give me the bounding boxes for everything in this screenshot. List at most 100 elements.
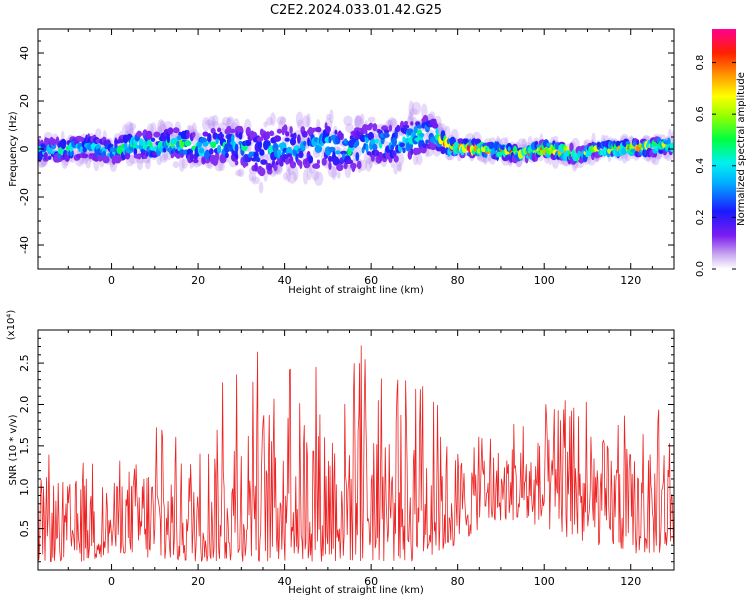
spectrogram-cell (284, 137, 290, 142)
spectrogram-halo-blob (265, 116, 274, 126)
spectrogram-halo-blob (263, 121, 268, 128)
spectrogram-cell (153, 131, 161, 138)
spectrogram-halo-blob (521, 138, 528, 150)
spectrogram-cell (396, 124, 401, 133)
spectrogram-cell (283, 124, 288, 133)
spectrogram-cell (301, 130, 308, 138)
colorbar-tick-label: 0.8 (695, 55, 706, 71)
snr-frame (37, 329, 675, 571)
spectrogram-cell (284, 158, 290, 165)
spectrogram-cell (334, 129, 338, 135)
spectrogram-panel: 0 20 40 60 80 100 120 -40 -20 0 20 40 Height of st… (8, 28, 675, 296)
spectrogram-halo-blob (204, 119, 215, 126)
spectrogram-cell (399, 142, 405, 148)
spectrogram-cell (186, 129, 190, 139)
spectrogram-halo-blob (416, 153, 423, 166)
spectrogram-halo-blob (181, 158, 188, 169)
spectrogram-cell (145, 130, 153, 140)
spectrogram-cell (669, 142, 674, 153)
spectrogram-cell (343, 138, 348, 144)
spectrogram-cell (259, 149, 265, 156)
spectrogram-halo-blob (211, 114, 219, 126)
spectrogram-cell (355, 152, 360, 162)
spectrogram-halo-blob (237, 168, 245, 177)
snr-x-tick-label: 80 (451, 575, 465, 588)
spectrogram-halo-blob (218, 161, 225, 172)
spectrogram-cell (636, 139, 640, 146)
colorbar-tick-label: 0.6 (695, 106, 706, 122)
spectrogram-halo-blob (413, 154, 418, 166)
colorbar: 0.0 0.2 0.4 0.6 0.8 Normalized spectral ampl… (695, 29, 747, 277)
spectrogram-cell (50, 138, 57, 146)
spectrogram-cell (138, 138, 144, 146)
spectrogram-cell (234, 160, 239, 166)
spectrogram-cell (255, 157, 261, 163)
spectrogram-cell (210, 141, 217, 149)
spectrogram-cell (370, 138, 376, 145)
snr-x-label: Height of straight line (km) (288, 585, 424, 596)
spectrogram-y-tick-label: 20 (18, 94, 31, 108)
spectrogram-halo-blob (258, 181, 264, 194)
spectrogram-cell (244, 161, 249, 167)
snr-y-tick-label: 2.5 (18, 354, 31, 372)
spectrogram-halo-blob (354, 116, 361, 127)
spectrogram-cell (229, 128, 236, 134)
spectrogram-cell (180, 153, 184, 158)
spectrogram-halo-blob (411, 101, 422, 116)
spectrogram-cell (217, 127, 222, 133)
spectrogram-cell (435, 134, 440, 141)
spectrogram-cell (577, 150, 581, 158)
spectrogram-halo-blob (172, 161, 180, 169)
snr-x-tick-label: 60 (364, 575, 378, 588)
snr-y-ticks: 0.5 1.0 1.5 2.0 2.5 (18, 337, 674, 563)
spectrogram-cell (394, 130, 398, 139)
spectrogram-cell (81, 153, 89, 159)
spectrogram-x-tick-label: 20 (191, 274, 205, 287)
spectrogram-cell (334, 150, 341, 155)
spectrogram-cell (215, 151, 220, 162)
spectrogram-cell (348, 146, 355, 152)
spectrogram-halo-blob (207, 116, 216, 130)
spectrogram-halo-blob (367, 116, 376, 123)
spectrogram-cell (289, 137, 297, 146)
spectrogram-halo-blob (226, 116, 235, 128)
spectrogram-halo-blob (293, 166, 299, 181)
spectrogram-halo-blob (235, 169, 243, 177)
spectrogram-halo-blob (128, 122, 137, 131)
spectrogram-cell (135, 144, 140, 149)
spectrogram-cell (365, 143, 369, 153)
spectrogram-halo-blob (393, 163, 399, 175)
spectrogram-cell (273, 135, 282, 142)
spectrogram-cell (468, 138, 472, 147)
spectrogram-cell (69, 150, 73, 157)
spectrogram-halo-blob (136, 155, 144, 171)
snr-x-tick-label: 120 (620, 575, 641, 588)
spectrogram-cell (235, 153, 239, 159)
spectrogram-cell (454, 141, 460, 147)
spectrogram-y-ticks: -40 -20 0 20 40 (18, 40, 674, 258)
spectrogram-halo-blob (157, 119, 165, 133)
spectrogram-halo-blob (336, 171, 341, 179)
spectrogram-cell (192, 131, 196, 138)
spectrogram-halo-blob (365, 158, 372, 172)
snr-x-tick-label: 0 (108, 575, 115, 588)
spectrogram-halo-blob (408, 113, 415, 122)
spectrogram-cell (372, 123, 378, 132)
spectrogram-cell (43, 152, 48, 160)
spectrogram-cell (399, 120, 405, 130)
spectrogram-cell (303, 140, 307, 147)
snr-y-tick-label: 1.0 (18, 478, 31, 496)
spectrogram-cell (125, 151, 131, 160)
spectrogram-halo-blob (248, 172, 254, 182)
spectrogram-cell (372, 143, 378, 152)
snr-scale-label: (x10⁴) (6, 310, 17, 341)
snr-series (38, 345, 674, 562)
colorbar-tick-label: 0.2 (695, 209, 706, 225)
spectrogram-cell (207, 133, 212, 143)
spectrogram-cell (82, 147, 87, 153)
spectrogram-x-tick-label: 60 (364, 274, 378, 287)
spectrogram-y-label: Frequency (Hz) (8, 111, 19, 187)
spectrogram-cell (435, 127, 439, 135)
spectrogram-cell (256, 136, 264, 142)
spectrogram-cell (60, 139, 66, 150)
